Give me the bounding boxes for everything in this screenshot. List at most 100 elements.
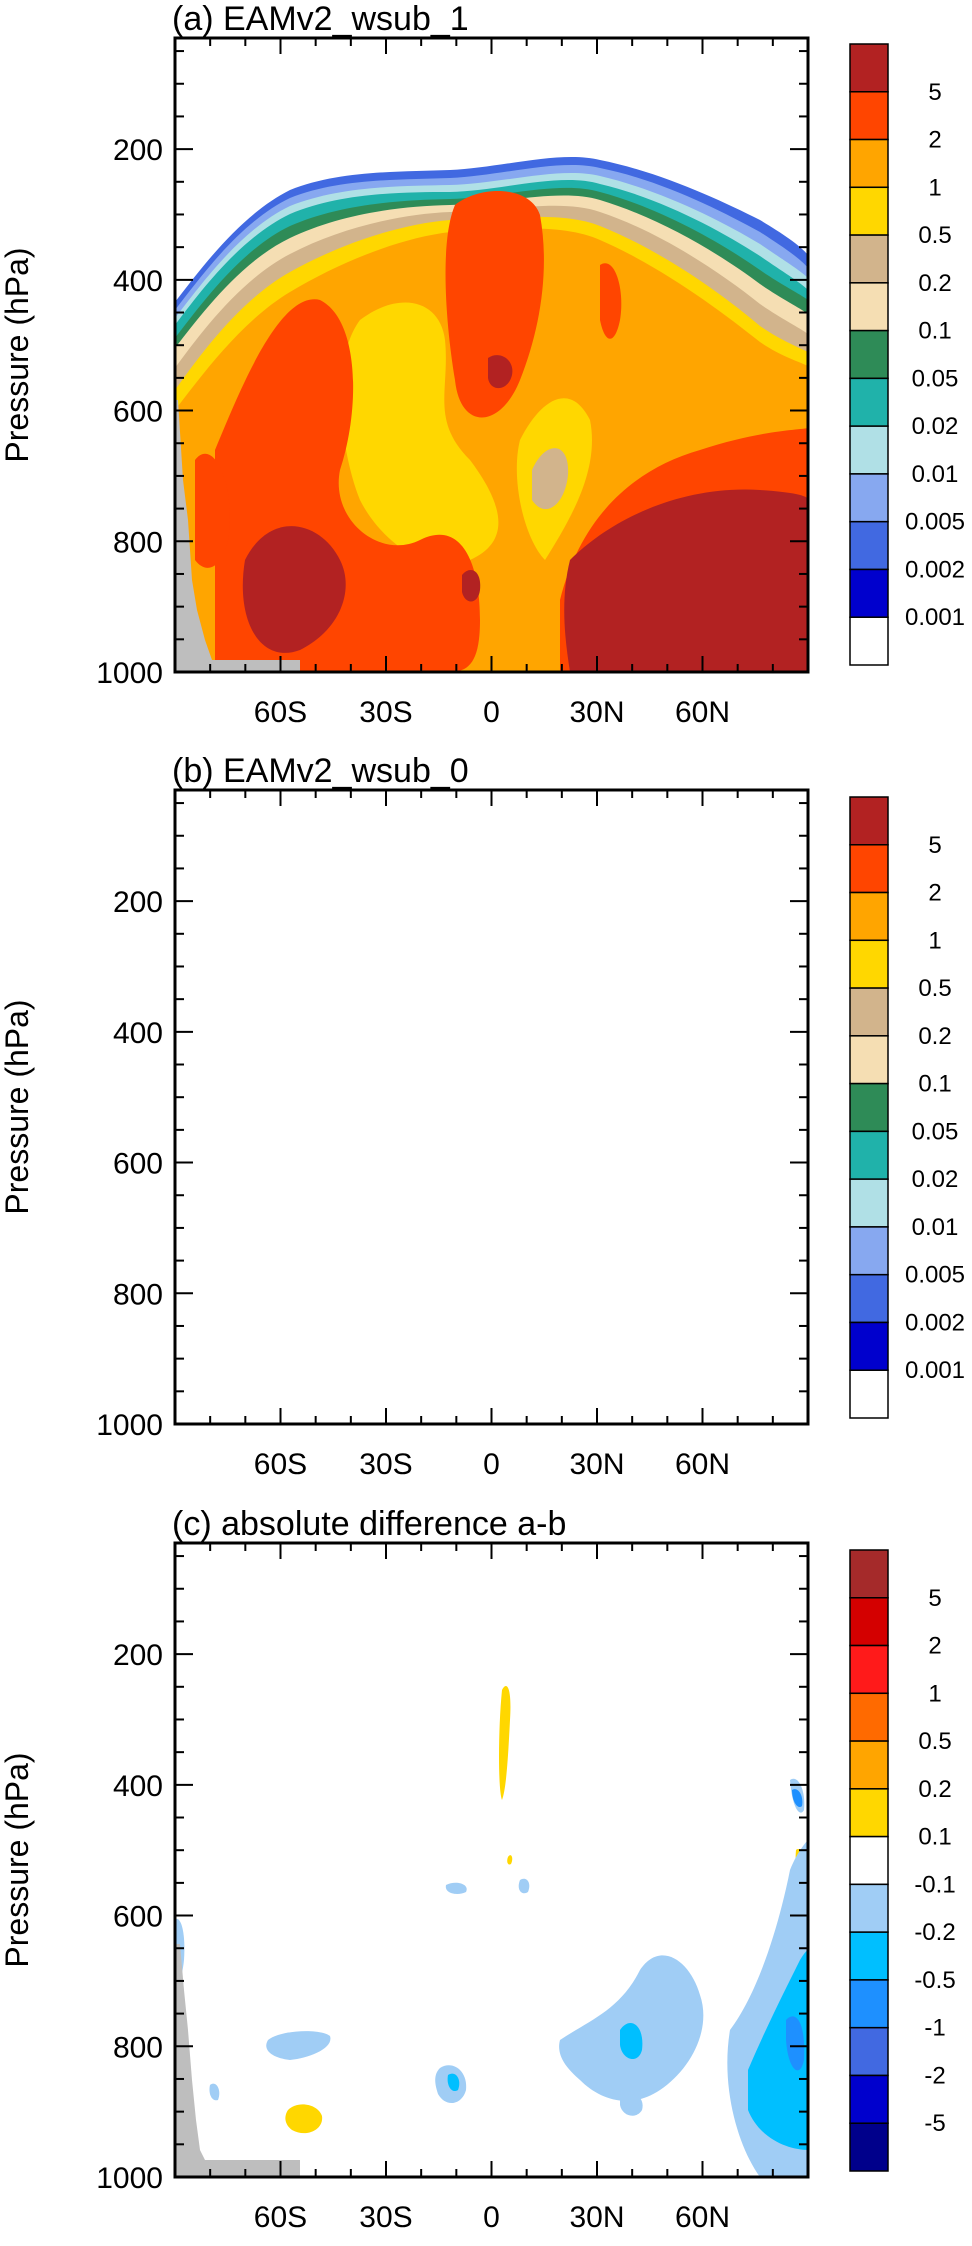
colorbar-label: 0.01	[912, 1214, 959, 1241]
colorbar-box	[849, 1369, 889, 1419]
contour-0.05	[175, 940, 808, 1424]
colorbar-box	[849, 186, 889, 236]
colorbar-label: 0.1	[918, 1824, 951, 1851]
contour-0.001	[175, 905, 808, 1424]
contour-neg-0.1-sh	[266, 2031, 331, 2060]
panel-a: (a) EAMv2_wsub_1	[0, 0, 965, 729]
colorbar-box	[849, 939, 889, 989]
colorbar-box	[849, 1035, 889, 1085]
contour-0.02	[175, 932, 808, 1424]
colorbar-box	[849, 1082, 889, 1133]
y-tick-label: 600	[113, 396, 163, 429]
colorbar-label: 1	[928, 174, 941, 201]
colorbar-label: 2	[928, 1633, 941, 1660]
colorbar-label: 0.005	[905, 1262, 965, 1289]
y-tick-label: 800	[113, 526, 163, 559]
panel-a-axes: 60S 30S 0 30N 60N 200 400 600 800 1000 Pressure (h…	[0, 38, 808, 729]
colorbar-label: 0.05	[912, 1118, 959, 1145]
y-axis-label: Pressure (hPa)	[0, 999, 35, 1214]
contour-pos-0.1-eq	[499, 1685, 511, 1800]
colorbar-box	[849, 2026, 889, 2077]
x-tick-label: 60S	[254, 2201, 307, 2234]
colorbar-box	[849, 1883, 889, 1933]
y-tick-label: 200	[113, 1639, 163, 1672]
colorbar-box	[849, 2074, 889, 2124]
contour-neg-0.2-mid	[447, 2073, 460, 2092]
colorbar-box	[849, 43, 889, 93]
y-tick-label: 200	[113, 886, 163, 919]
colorbar-label: 0.5	[918, 975, 951, 1002]
colorbar-label: 0.02	[912, 1166, 959, 1193]
colorbar-box	[849, 1931, 889, 1981]
colorbar-box	[849, 796, 889, 846]
panel-c-contours	[175, 1543, 808, 2177]
colorbar-label: 0.002	[905, 1309, 965, 1336]
x-tick-label: 60S	[254, 696, 307, 729]
contour-5-eq-low	[462, 570, 481, 602]
contour-neg-0.1-upper	[518, 1878, 530, 1894]
x-tick-label: 0	[483, 2201, 500, 2234]
contour-0.2	[175, 958, 808, 1424]
colorbar-label: 1	[928, 927, 941, 954]
colorbar-box	[849, 1130, 889, 1180]
colorbar-box	[849, 568, 889, 618]
contour-2-sh	[215, 1051, 480, 1424]
contour-0.5	[175, 969, 808, 1424]
contour-0.5-sh	[341, 1055, 498, 1318]
colorbar-label: 5	[928, 79, 941, 106]
colorbar-label: -0.2	[914, 1919, 955, 1946]
colorbar-box	[849, 1740, 889, 1790]
colorbar-label: 0.2	[918, 270, 951, 297]
colorbar-box	[849, 377, 889, 427]
panel-b-axes: 60S 30S 0 30N 60N 200 400 600 800 1000 Pressure (h…	[0, 790, 808, 1481]
y-tick-label: 1000	[96, 657, 163, 690]
topography	[175, 1944, 300, 2177]
panel-b-frame	[173, 788, 810, 1426]
colorbar-label: 0.1	[918, 1071, 951, 1098]
colorbar-box	[849, 1273, 889, 1324]
colorbar-box	[849, 1226, 889, 1276]
colorbar-box	[849, 1692, 889, 1742]
contour-neg-0.1-upper2	[445, 1882, 467, 1894]
colorbar-label: 0.001	[905, 604, 965, 631]
colorbar-label: 0.2	[918, 1776, 951, 1803]
contour-1	[175, 981, 808, 1425]
panel-b-title: (b) EAMv2_wsub_0	[172, 752, 469, 790]
colorbar-label: 0.5	[918, 1728, 951, 1755]
y-tick-label: 600	[113, 1148, 163, 1181]
colorbar-label: 0.001	[905, 1357, 965, 1384]
x-tick-label: 0	[483, 696, 500, 729]
colorbar-label: 1	[928, 1680, 941, 1707]
contour-5-eq	[488, 355, 513, 389]
colorbar-label: -0.1	[914, 1871, 955, 1898]
colorbar-box	[849, 1178, 889, 1228]
panel-b-contours	[175, 790, 808, 1424]
contour-2-eq	[446, 943, 544, 1169]
contour-neg-0.5-east	[786, 2016, 805, 2071]
colorbar-label: 0.2	[918, 1023, 951, 1050]
colorbar-box	[849, 891, 889, 942]
colorbar-box	[849, 138, 889, 189]
x-tick-label: 30N	[569, 696, 624, 729]
contour-5-eq	[488, 1107, 512, 1140]
contour-5-sh	[242, 526, 346, 653]
contour-0.1	[175, 948, 808, 1424]
contour-neg-0.1-sh2	[209, 2083, 220, 2101]
colorbar-label: -0.5	[914, 1967, 955, 1994]
x-tick-label: 30S	[359, 696, 412, 729]
colorbar-label: 0.01	[912, 461, 959, 488]
colorbar-label: 0.002	[905, 556, 965, 583]
colorbar-box	[849, 282, 889, 332]
colorbar-label: 2	[928, 127, 941, 154]
contour-0.2-nh	[532, 448, 569, 510]
panel-c: (c) absolute difference a-b	[0, 1505, 956, 2234]
colorbar-label: 0.02	[912, 413, 959, 440]
contour-2-sh-low	[195, 1206, 230, 1320]
panel-c-axes: 60S 30S 0 30N 60N 200 400 600 800 1000 Pressure (h…	[0, 1543, 808, 2234]
y-tick-label: 800	[113, 2031, 163, 2064]
contour-neg-0.5-east2	[792, 1789, 803, 1808]
colorbar-label: -1	[924, 2015, 945, 2042]
x-tick-label: 0	[483, 1448, 500, 1481]
contour-5-nh	[564, 489, 808, 672]
